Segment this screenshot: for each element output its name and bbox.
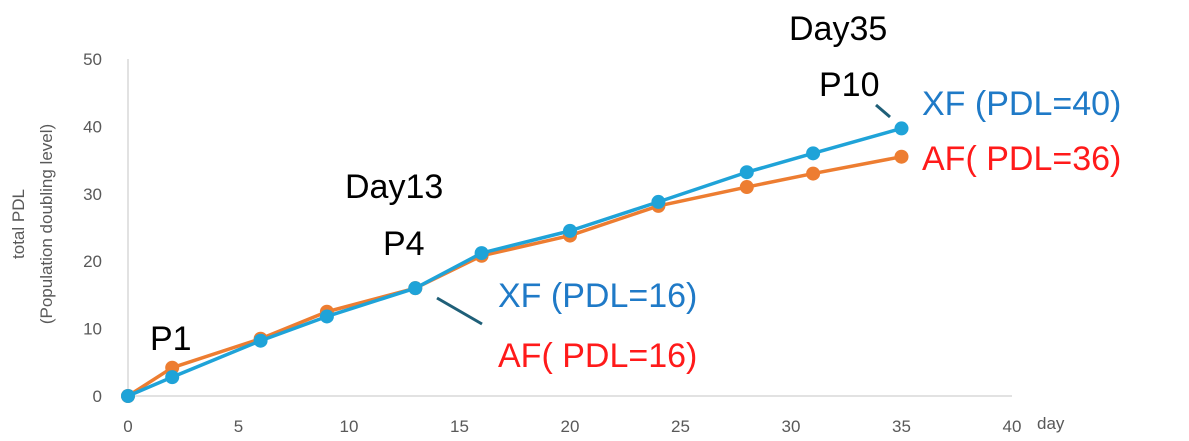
y-tick-label: 40 — [83, 117, 102, 136]
data-point-xf — [474, 246, 489, 261]
data-point-af — [894, 149, 909, 164]
leader-line-mid — [436, 296, 483, 326]
annotation-xf-mid: XF (PDL=16) — [498, 277, 697, 315]
y-tick-label: 50 — [83, 50, 102, 69]
data-point-af — [739, 180, 754, 195]
x-tick-label: 20 — [561, 417, 580, 436]
x-tick-label: 30 — [782, 417, 801, 436]
y-tick-label: 0 — [93, 387, 102, 406]
y-axis-title-line2: (Population doubling level) — [37, 124, 56, 324]
data-point-xf — [319, 309, 334, 324]
data-point-xf — [563, 223, 577, 238]
annotation-xf-end: XF (PDL=40) — [922, 85, 1121, 123]
annotation-p4: P4 — [383, 225, 425, 263]
data-point-xf — [739, 165, 754, 180]
x-axis-title: day — [1037, 414, 1065, 433]
data-point-xf — [806, 146, 821, 161]
x-tick-label: 10 — [340, 417, 359, 436]
x-tick-label: 25 — [671, 417, 690, 436]
data-point-xf — [651, 194, 666, 209]
data-point-xf — [894, 121, 909, 136]
y-axis-title-line1: total PDL — [9, 189, 28, 259]
y-tick-label: 10 — [83, 320, 102, 339]
y-tick-labels: 0 10 20 30 40 50 — [83, 50, 102, 406]
annotation-p10: P10 — [819, 66, 880, 104]
annotation-af-end: AF( PDL=36) — [922, 140, 1121, 178]
data-point-xf — [121, 389, 135, 403]
y-tick-label: 20 — [83, 252, 102, 271]
annotation-day35: Day35 — [789, 10, 887, 48]
x-tick-label: 0 — [123, 417, 132, 436]
annotation-day13: Day13 — [345, 168, 443, 206]
data-point-xf — [408, 281, 423, 296]
x-tick-label: 35 — [892, 417, 911, 436]
data-point-xf — [253, 333, 268, 348]
y-tick-label: 30 — [83, 185, 102, 204]
x-tick-labels: 0 5 10 15 20 25 30 35 40 — [123, 417, 1021, 436]
x-tick-label: 40 — [1003, 417, 1022, 436]
annotation-p1: P1 — [150, 320, 192, 358]
series-layer — [121, 121, 909, 403]
leader-line-end — [875, 103, 891, 119]
data-point-af — [806, 166, 821, 181]
annotation-af-mid: AF( PDL=16) — [498, 337, 697, 375]
x-tick-label: 15 — [450, 417, 469, 436]
x-tick-label: 5 — [234, 417, 243, 436]
data-point-xf — [165, 370, 180, 385]
